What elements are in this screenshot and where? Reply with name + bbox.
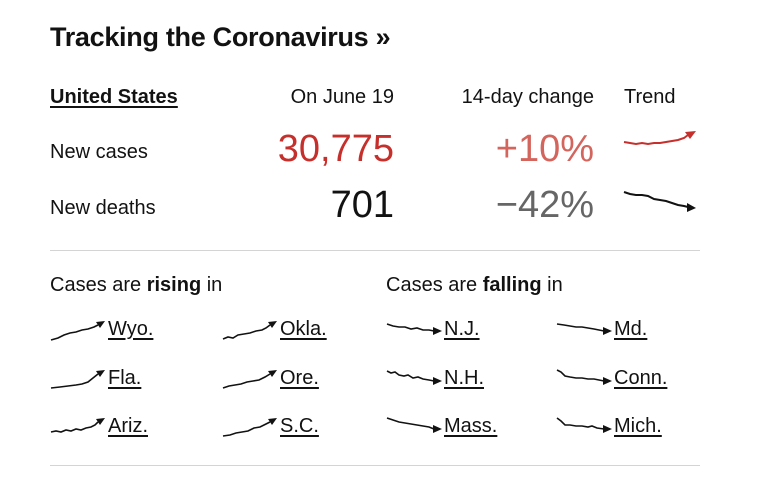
state-name[interactable]: Wyo. (108, 317, 154, 340)
rising-sparkline-icon (222, 370, 277, 389)
falling-state-link[interactable]: Md. (556, 314, 647, 344)
rising-sparkline-icon (50, 370, 105, 389)
falling-state-link[interactable]: Conn. (556, 363, 667, 393)
rising-heading: Cases are rising in (50, 274, 223, 296)
rising-sparkline-icon (50, 418, 105, 433)
state-name[interactable]: Md. (614, 317, 648, 340)
new-cases-value: 30,775 (277, 128, 394, 170)
country-link[interactable]: United States (50, 86, 178, 108)
change-column-header: 14-day change (461, 86, 594, 108)
falling-trend-icon (623, 191, 696, 212)
state-name[interactable]: Conn. (614, 366, 668, 389)
rising-state-link[interactable]: Fla. (50, 363, 141, 393)
new-deaths-value: 701 (330, 184, 394, 226)
state-name[interactable]: Ariz. (108, 414, 148, 437)
state-name[interactable]: Fla. (108, 366, 142, 389)
falling-state-link[interactable]: Mass. (386, 411, 497, 441)
state-name[interactable]: Mass. (444, 414, 498, 437)
state-name[interactable]: Mich. (614, 414, 662, 437)
rising-state-link[interactable]: S.C. (222, 411, 319, 441)
falling-sparkline-icon (556, 323, 612, 335)
falling-sparkline-icon (556, 417, 612, 433)
rising-state-link[interactable]: Okla. (222, 314, 327, 344)
rising-sparkline-icon (222, 321, 277, 340)
new-deaths-change: −42% (495, 184, 594, 226)
state-name[interactable]: S.C. (280, 414, 319, 437)
falling-heading: Cases are falling in (386, 274, 563, 296)
rising-sparkline-icon (50, 321, 105, 341)
new-cases-change: +10% (495, 128, 594, 170)
state-name[interactable]: N.H. (444, 366, 484, 389)
trend-column-header: Trend (624, 86, 676, 108)
date-column-header: On June 19 (290, 86, 394, 108)
state-name[interactable]: N.J. (444, 317, 480, 340)
falling-sparkline-icon (386, 417, 442, 433)
rising-sparkline-icon (222, 418, 277, 437)
rising-state-link[interactable]: Ore. (222, 363, 319, 393)
section-divider (50, 250, 700, 251)
falling-state-link[interactable]: N.J. (386, 314, 480, 344)
page-title-link[interactable]: Tracking the Coronavirus » (50, 22, 391, 52)
new-cases-label: New cases (50, 141, 148, 163)
falling-state-link[interactable]: Mich. (556, 411, 662, 441)
new-deaths-label: New deaths (50, 197, 156, 219)
falling-sparkline-icon (386, 370, 442, 385)
falling-sparkline-icon (386, 323, 442, 335)
rising-state-link[interactable]: Wyo. (50, 314, 153, 344)
falling-sparkline-icon (556, 369, 612, 385)
falling-state-link[interactable]: N.H. (386, 363, 484, 393)
bottom-divider (50, 465, 700, 466)
rising-state-link[interactable]: Ariz. (50, 411, 148, 441)
state-name[interactable]: Okla. (280, 317, 327, 340)
rising-trend-icon (623, 131, 696, 146)
state-name[interactable]: Ore. (280, 366, 319, 389)
